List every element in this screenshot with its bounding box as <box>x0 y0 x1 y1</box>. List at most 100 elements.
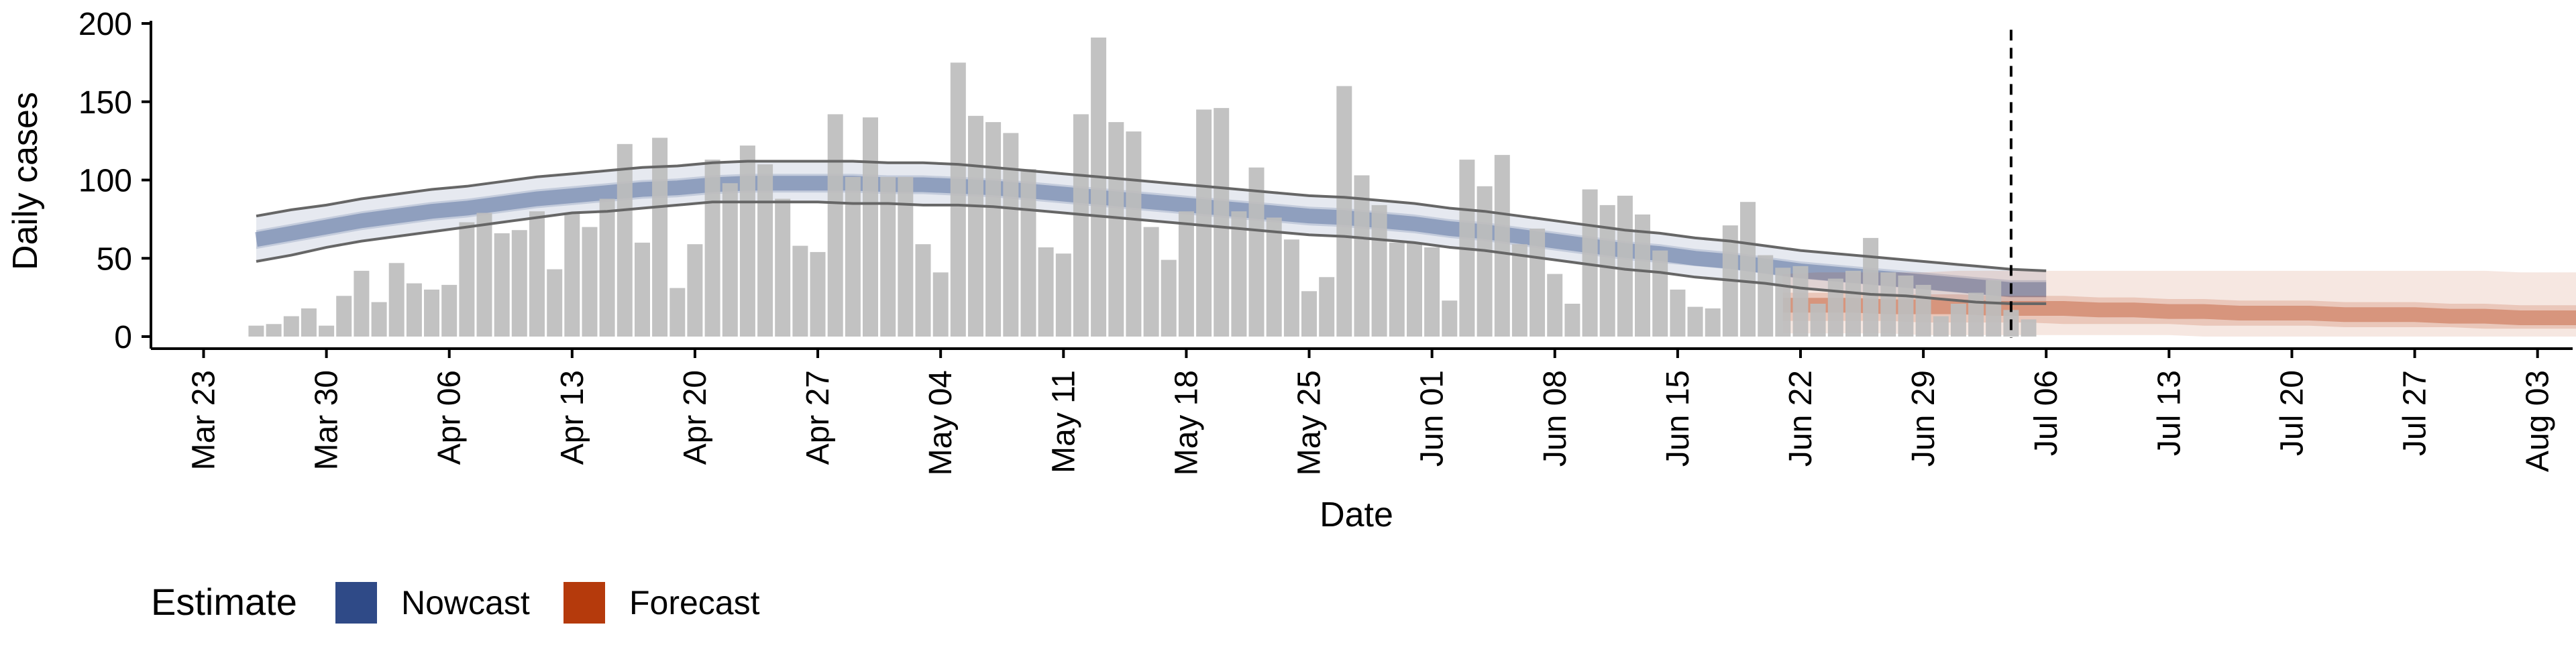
bar <box>1687 306 1703 337</box>
interval-outlines <box>256 160 2047 305</box>
bar <box>441 284 458 337</box>
bar <box>1792 266 1809 337</box>
bar <box>1547 274 1563 337</box>
bar <box>1319 277 1335 337</box>
bar <box>511 230 527 337</box>
legend: Estimate Nowcast Forecast <box>151 581 760 624</box>
bar <box>1705 308 1721 337</box>
x-tick-label: Jul 27 <box>2398 370 2433 456</box>
x-tick-label: Jul 06 <box>2029 370 2064 456</box>
bar <box>1968 292 1984 337</box>
bar <box>1214 108 1230 337</box>
legend-label-nowcast: Nowcast <box>401 584 530 622</box>
daily-case-bars <box>248 38 2037 337</box>
x-tick-label: Aug 03 <box>2520 370 2556 472</box>
bar <box>1740 202 1756 337</box>
x-tick-label: Jun 01 <box>1415 370 1450 467</box>
bar <box>1196 109 1212 337</box>
bar <box>1371 204 1387 337</box>
bar <box>354 270 370 337</box>
estimate-bands <box>255 161 2576 337</box>
bar <box>616 143 633 337</box>
bar <box>1511 244 1527 337</box>
x-tick-label: May 25 <box>1292 370 1328 475</box>
bar <box>248 325 264 337</box>
y-tick-label: 150 <box>78 85 132 121</box>
legend-swatch-nowcast <box>335 582 377 624</box>
bar <box>950 62 966 337</box>
bar <box>1950 304 1966 337</box>
bar <box>669 288 686 337</box>
bar <box>652 137 668 337</box>
bar <box>1389 242 1405 337</box>
bar <box>792 245 808 337</box>
bar <box>1407 242 1422 337</box>
bar <box>687 244 703 337</box>
bar <box>932 272 949 337</box>
bar <box>1301 291 1317 337</box>
bar <box>1933 316 1949 337</box>
bar <box>1424 247 1440 337</box>
bar <box>1126 131 1142 337</box>
x-tick-label: Jul 13 <box>2151 370 2187 456</box>
bar <box>494 233 510 337</box>
bar <box>1073 114 1089 337</box>
x-tick-label: May 18 <box>1169 370 1204 475</box>
bar <box>1810 304 1826 337</box>
bar <box>775 198 791 337</box>
y-tick-label: 0 <box>114 320 132 355</box>
nowcast-upper-outline <box>256 160 2047 272</box>
bar <box>582 227 598 337</box>
bar <box>1336 86 1352 337</box>
x-tick-label: Apr 13 <box>555 370 590 465</box>
bar <box>1617 195 1633 337</box>
bar <box>1178 211 1194 337</box>
bar <box>1986 280 2002 337</box>
bar <box>547 269 563 337</box>
bar <box>1599 204 1615 337</box>
x-tick-label: Jul 20 <box>2274 370 2310 456</box>
bar <box>810 251 826 337</box>
bar <box>739 145 755 337</box>
bar <box>1248 167 1265 337</box>
bar <box>1494 155 1510 337</box>
x-tick-label: Mar 30 <box>309 370 345 470</box>
bar <box>863 117 878 337</box>
bar <box>1231 211 1247 337</box>
bar <box>476 213 492 337</box>
x-tick-label: Jun 22 <box>1783 370 1819 467</box>
bar <box>301 308 317 337</box>
bar <box>266 324 282 337</box>
nowcast-lower-outline <box>256 200 2047 305</box>
bar <box>827 114 843 337</box>
bar <box>406 283 422 337</box>
x-tick-label: May 04 <box>923 370 959 475</box>
bar <box>1266 217 1282 337</box>
bar <box>1880 272 1896 337</box>
legend-title: Estimate <box>151 581 297 623</box>
bar <box>459 222 475 337</box>
bar <box>1003 133 1019 337</box>
y-axis-label: Daily cases <box>6 92 45 270</box>
bar <box>529 211 545 337</box>
bar <box>1038 247 1054 337</box>
bar <box>1915 284 1931 337</box>
bar <box>704 160 720 337</box>
bar <box>1354 175 1370 337</box>
bar <box>985 122 1002 337</box>
bar <box>1529 228 1546 337</box>
y-tick-label: 200 <box>78 7 132 42</box>
bar <box>1020 169 1036 337</box>
y-tick-label: 50 <box>97 241 132 277</box>
x-tick-label: Jun 29 <box>1906 370 1941 467</box>
bar <box>1477 186 1493 337</box>
bar <box>1775 268 1791 337</box>
bar <box>1827 278 1843 337</box>
bar <box>757 164 773 337</box>
bar <box>1108 122 1124 337</box>
bar <box>1758 255 1774 337</box>
bar <box>880 176 896 337</box>
bar <box>722 183 738 337</box>
bar <box>1670 289 1686 337</box>
